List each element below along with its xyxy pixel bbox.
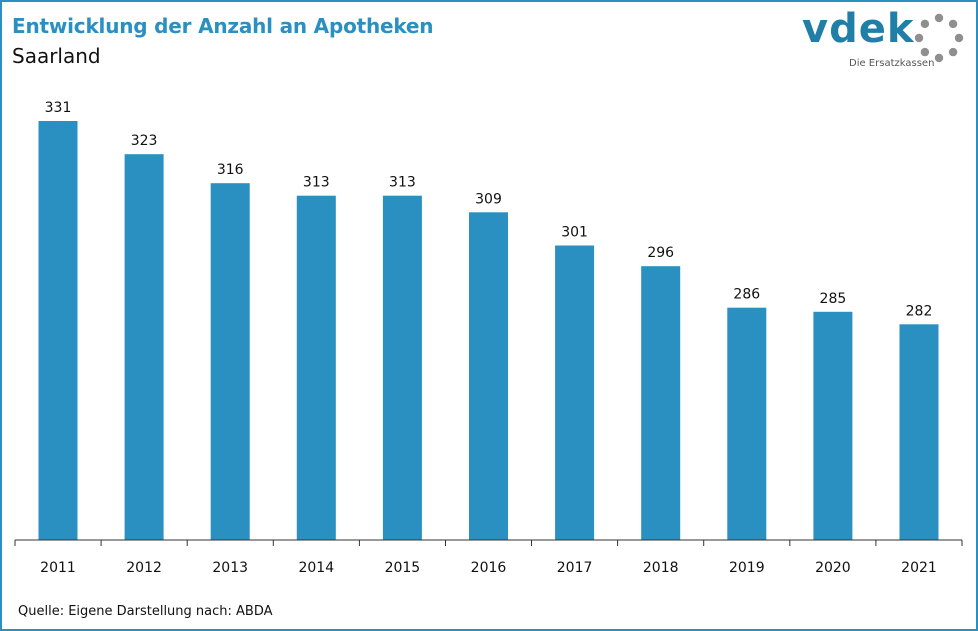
- bar-2020: [813, 311, 853, 540]
- bar-2013: [210, 183, 250, 540]
- source-note: Quelle: Eigene Darstellung nach: ABDA: [18, 604, 273, 619]
- x-tick-label-2015: 2015: [385, 560, 421, 576]
- bar-2019: [727, 307, 767, 540]
- bar-2015: [382, 195, 422, 540]
- axis-layer: 2011 2012 2013 2014 2015 2016 2017 2018 2019 2020…: [14, 539, 963, 576]
- logo-tagline: Die Ersatzkassen: [849, 58, 935, 69]
- x-tick-label-2014: 2014: [298, 560, 334, 576]
- value-label-2011: 331: [45, 100, 72, 116]
- x-tick-label-2021: 2021: [901, 560, 937, 576]
- value-label-2014: 313: [303, 175, 330, 191]
- value-label-2019: 286: [733, 287, 760, 303]
- value-label-2016: 309: [475, 191, 502, 207]
- value-label-2012: 323: [131, 133, 158, 149]
- x-tick-label-2018: 2018: [643, 560, 679, 576]
- bar-2011: [38, 121, 78, 540]
- chart-title: Entwicklung der Anzahl an Apotheken: [12, 14, 434, 38]
- chart-subtitle: Saarland: [12, 44, 101, 68]
- x-tick-label-2020: 2020: [815, 560, 851, 576]
- bar-2017: [555, 245, 595, 540]
- value-label-2015: 313: [389, 175, 416, 191]
- x-tick-label-2016: 2016: [471, 560, 507, 576]
- x-tick-label-2013: 2013: [212, 560, 248, 576]
- logo-wordmark: vdek: [802, 6, 915, 52]
- x-tick-label-2017: 2017: [557, 560, 593, 576]
- x-tick-label-2011: 2011: [40, 560, 76, 576]
- x-tick-label-2019: 2019: [729, 560, 765, 576]
- bar-2018: [641, 266, 681, 540]
- bars-layer: 331 323 316 313 313 309 301 296 286 285 282: [38, 100, 939, 541]
- value-label-2013: 316: [217, 162, 244, 178]
- bar-2021: [899, 324, 939, 540]
- bar-2016: [469, 212, 508, 541]
- value-label-2017: 301: [561, 225, 588, 241]
- vdek-logo: vdek Die Ersatzkassen: [802, 6, 966, 72]
- value-label-2018: 296: [647, 245, 674, 261]
- value-label-2021: 282: [906, 303, 933, 319]
- logo-ring-icon: [914, 13, 964, 63]
- bar-2012: [124, 154, 164, 540]
- value-label-2020: 285: [820, 291, 847, 307]
- bar-2014: [296, 195, 336, 540]
- x-tick-label-2012: 2012: [126, 560, 162, 576]
